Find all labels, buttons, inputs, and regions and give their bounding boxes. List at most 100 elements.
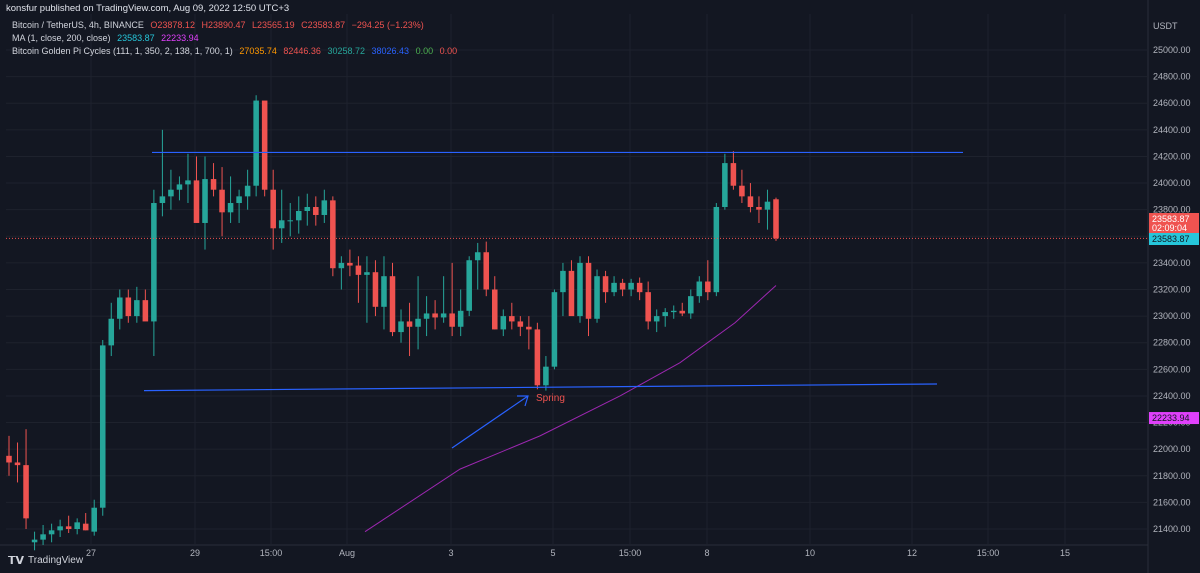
candle-body[interactable]: [517, 321, 524, 327]
spring-arrow[interactable]: [451, 395, 529, 449]
candle-body[interactable]: [278, 220, 285, 229]
candle-body[interactable]: [134, 300, 140, 317]
candle-body[interactable]: [321, 200, 328, 215]
price-axis-panel[interactable]: [1148, 0, 1200, 573]
candle-body[interactable]: [432, 313, 438, 318]
symbol-legend[interactable]: Bitcoin / TetherUS, 4h, BINANCE O23878.1…: [12, 20, 428, 30]
candle-body[interactable]: [688, 296, 694, 314]
candle-body[interactable]: [295, 210, 302, 221]
candle-body[interactable]: [117, 297, 123, 319]
candle-body[interactable]: [696, 281, 703, 297]
candle-body[interactable]: [91, 507, 97, 532]
candle-body[interactable]: [82, 523, 89, 531]
candle-body[interactable]: [6, 455, 12, 463]
candle-body[interactable]: [287, 220, 294, 222]
candle-body[interactable]: [355, 265, 362, 275]
candle-body[interactable]: [65, 526, 72, 529]
candle-body[interactable]: [773, 199, 779, 239]
ma200-line[interactable]: [364, 285, 777, 533]
candle-body[interactable]: [491, 289, 498, 330]
candle-body[interactable]: [406, 321, 413, 327]
candle-body[interactable]: [568, 270, 575, 317]
candle-body[interactable]: [500, 316, 507, 330]
candle-body[interactable]: [168, 189, 174, 197]
candle-body[interactable]: [526, 326, 532, 330]
candle-body[interactable]: [560, 270, 566, 293]
candle-body[interactable]: [730, 163, 737, 186]
candle-body[interactable]: [347, 262, 353, 266]
candle-body[interactable]: [389, 276, 396, 333]
candle-body[interactable]: [577, 262, 583, 317]
candle-body[interactable]: [304, 207, 311, 211]
candle-body[interactable]: [253, 100, 259, 186]
candle-body[interactable]: [423, 313, 430, 319]
candle-body[interactable]: [14, 462, 21, 466]
candle-body[interactable]: [628, 282, 634, 290]
candle-body[interactable]: [74, 522, 80, 529]
candle-body[interactable]: [449, 313, 455, 327]
candle-body[interactable]: [48, 530, 55, 535]
candle-body[interactable]: [645, 292, 651, 322]
candle-body[interactable]: [398, 321, 404, 333]
candle-body[interactable]: [219, 189, 225, 213]
candle-body[interactable]: [756, 207, 762, 210]
candle-body[interactable]: [440, 313, 447, 318]
candle-body[interactable]: [381, 276, 387, 307]
candle-body[interactable]: [372, 272, 379, 307]
candle-body[interactable]: [313, 207, 319, 215]
candle-body[interactable]: [176, 184, 183, 190]
candle-body[interactable]: [764, 201, 771, 210]
candle-body[interactable]: [40, 534, 46, 540]
candle-body[interactable]: [159, 196, 166, 204]
candle-body[interactable]: [602, 276, 609, 293]
candle-body[interactable]: [722, 163, 728, 208]
candle-body[interactable]: [193, 180, 200, 223]
candle-body[interactable]: [543, 366, 549, 386]
candle-body[interactable]: [466, 260, 472, 311]
candle-body[interactable]: [662, 312, 668, 317]
candle-body[interactable]: [713, 207, 720, 293]
candle-body[interactable]: [125, 297, 132, 317]
candle-body[interactable]: [270, 189, 276, 229]
candle-body[interactable]: [364, 272, 370, 275]
candle-body[interactable]: [534, 329, 541, 386]
candle-body[interactable]: [338, 262, 345, 269]
candle-body[interactable]: [611, 282, 617, 293]
candle-body[interactable]: [457, 310, 464, 327]
candle-body[interactable]: [415, 318, 421, 327]
candle-body[interactable]: [185, 180, 191, 185]
ma-legend[interactable]: MA (1, close, 200, close) 23583.87 22233…: [12, 33, 203, 43]
candle-body[interactable]: [202, 179, 208, 223]
candle-body[interactable]: [108, 318, 115, 346]
candle-body[interactable]: [151, 203, 157, 322]
candle-body[interactable]: [747, 196, 754, 208]
candle-body[interactable]: [739, 185, 745, 197]
candle-body[interactable]: [99, 345, 106, 508]
candle-body[interactable]: [483, 252, 490, 290]
candle-body[interactable]: [594, 276, 600, 319]
candle-body[interactable]: [653, 316, 660, 322]
candle-body[interactable]: [244, 185, 251, 197]
candle-body[interactable]: [509, 316, 515, 322]
candle-body[interactable]: [330, 200, 336, 269]
candle-body[interactable]: [23, 465, 29, 519]
candle-body[interactable]: [619, 282, 626, 290]
candle-body[interactable]: [142, 300, 149, 322]
candle-body[interactable]: [551, 292, 558, 367]
candle-body[interactable]: [210, 179, 217, 190]
candle-body[interactable]: [474, 252, 481, 261]
candle-body[interactable]: [670, 310, 677, 313]
candle-body[interactable]: [679, 310, 686, 314]
pi-cycles-legend[interactable]: Bitcoin Golden Pi Cycles (111, 1, 350, 2…: [12, 46, 461, 56]
candle-body[interactable]: [31, 539, 38, 543]
candle-body[interactable]: [705, 281, 711, 293]
candle-body[interactable]: [236, 196, 242, 204]
candle-body[interactable]: [636, 282, 643, 293]
candle-body[interactable]: [585, 262, 592, 319]
candle-body[interactable]: [57, 526, 63, 531]
tradingview-brand[interactable]: 𝗧𝗩 TradingView: [8, 554, 83, 567]
candle-body[interactable]: [227, 203, 234, 213]
candle-body[interactable]: [261, 100, 268, 190]
support-trendline[interactable]: [143, 383, 938, 392]
